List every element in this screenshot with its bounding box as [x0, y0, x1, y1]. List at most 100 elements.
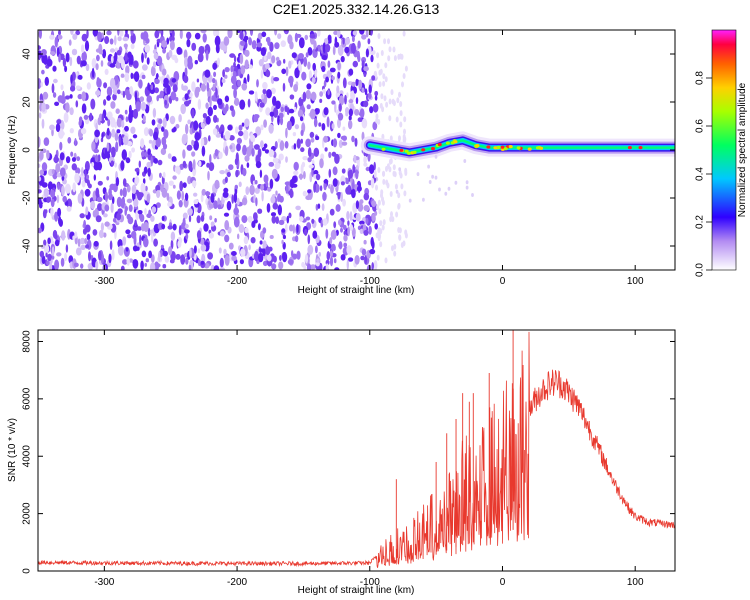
noise-speckle	[368, 84, 372, 94]
noise-speckle	[265, 107, 271, 116]
noise-speckle	[248, 244, 251, 251]
noise-speckle	[349, 211, 353, 222]
noise-speckle	[268, 246, 273, 252]
noise-speckle	[95, 260, 99, 270]
noise-speckle	[340, 254, 346, 261]
noise-speckle	[296, 138, 301, 149]
noise-speckle	[303, 264, 306, 270]
noise-speckle	[363, 229, 369, 236]
noise-speckle	[268, 149, 275, 158]
noise-speckle	[444, 191, 448, 196]
noise-speckle	[197, 259, 201, 267]
noise-speckle	[112, 85, 118, 95]
noise-speckle	[265, 37, 271, 43]
noise-speckle	[142, 115, 146, 123]
noise-speckle	[160, 244, 164, 249]
noise-speckle	[301, 71, 307, 81]
noise-speckle	[148, 139, 153, 144]
noise-speckle	[246, 162, 250, 168]
noise-speckle	[260, 140, 264, 149]
noise-speckle	[336, 85, 340, 94]
noise-speckle	[262, 81, 268, 90]
noise-speckle	[256, 42, 263, 48]
noise-speckle	[373, 260, 378, 270]
noise-speckle	[371, 200, 377, 208]
snr-y-ticks: 0 2000 4000 6000 8000	[22, 330, 675, 574]
noise-speckle	[104, 221, 110, 227]
noise-speckle	[66, 206, 72, 212]
noise-speckle	[181, 190, 185, 201]
noise-speckle	[159, 172, 162, 178]
noise-speckle	[112, 217, 118, 223]
noise-speckle	[266, 186, 272, 192]
noise-speckle	[38, 112, 42, 119]
noise-speckle	[148, 250, 153, 259]
noise-speckle	[89, 112, 93, 122]
noise-speckle	[263, 143, 268, 149]
noise-speckle	[282, 234, 286, 240]
noise-speckle	[348, 115, 352, 121]
noise-speckle	[275, 216, 280, 225]
noise-speckle	[288, 224, 294, 232]
signal-hotspot	[638, 146, 643, 150]
noise-speckle	[222, 191, 229, 198]
noise-speckle	[177, 240, 182, 248]
noise-speckle	[90, 200, 96, 210]
y-tick-label: 4000	[22, 445, 33, 468]
noise-speckle	[186, 38, 191, 48]
noise-speckle	[274, 30, 278, 36]
noise-speckle	[346, 259, 349, 270]
noise-speckle	[156, 190, 161, 198]
noise-speckle	[55, 123, 61, 132]
noise-speckle	[231, 84, 236, 90]
noise-speckle	[265, 63, 270, 70]
x-tick-label: -300	[94, 577, 114, 588]
noise-speckle	[315, 245, 318, 254]
noise-speckle	[332, 45, 336, 56]
noise-speckle	[270, 196, 276, 204]
noise-speckle	[81, 51, 87, 62]
noise-speckle	[79, 173, 86, 180]
noise-speckle	[447, 186, 451, 191]
noise-speckle	[41, 162, 48, 172]
noise-speckle	[65, 156, 71, 164]
noise-speckle	[122, 135, 129, 146]
noise-speckle	[95, 63, 99, 71]
noise-speckle	[294, 124, 300, 130]
noise-speckle	[164, 99, 168, 106]
noise-speckle	[56, 252, 62, 257]
noise-speckle	[333, 258, 337, 264]
noise-speckle	[191, 108, 195, 119]
noise-speckle	[312, 62, 317, 71]
noise-speckle	[403, 116, 407, 123]
noise-speckle	[369, 248, 376, 255]
noise-speckle	[98, 161, 102, 171]
noise-speckle	[398, 135, 401, 142]
noise-speckle	[220, 131, 224, 139]
noise-speckle	[122, 259, 128, 265]
noise-speckle	[335, 204, 341, 212]
noise-speckle	[463, 159, 467, 163]
noise-speckle	[242, 168, 247, 177]
noise-speckle	[251, 135, 256, 143]
noise-speckle	[96, 196, 103, 203]
noise-speckle	[197, 248, 201, 254]
noise-speckle	[218, 247, 222, 254]
noise-speckle	[210, 193, 215, 203]
noise-speckle	[307, 147, 312, 158]
noise-speckle	[215, 87, 218, 98]
noise-speckle	[376, 52, 380, 59]
noise-speckle	[163, 129, 169, 139]
noise-speckle	[241, 215, 248, 224]
noise-speckle	[161, 40, 168, 48]
noise-speckle	[291, 250, 294, 258]
noise-speckle	[382, 80, 386, 87]
noise-speckle	[238, 181, 242, 188]
noise-speckle	[377, 118, 381, 125]
noise-speckle	[40, 49, 47, 56]
noise-speckle	[299, 98, 304, 104]
noise-speckle	[355, 97, 359, 105]
noise-speckle	[38, 55, 41, 60]
signal-hotspot	[496, 145, 501, 149]
noise-speckle	[239, 53, 244, 65]
